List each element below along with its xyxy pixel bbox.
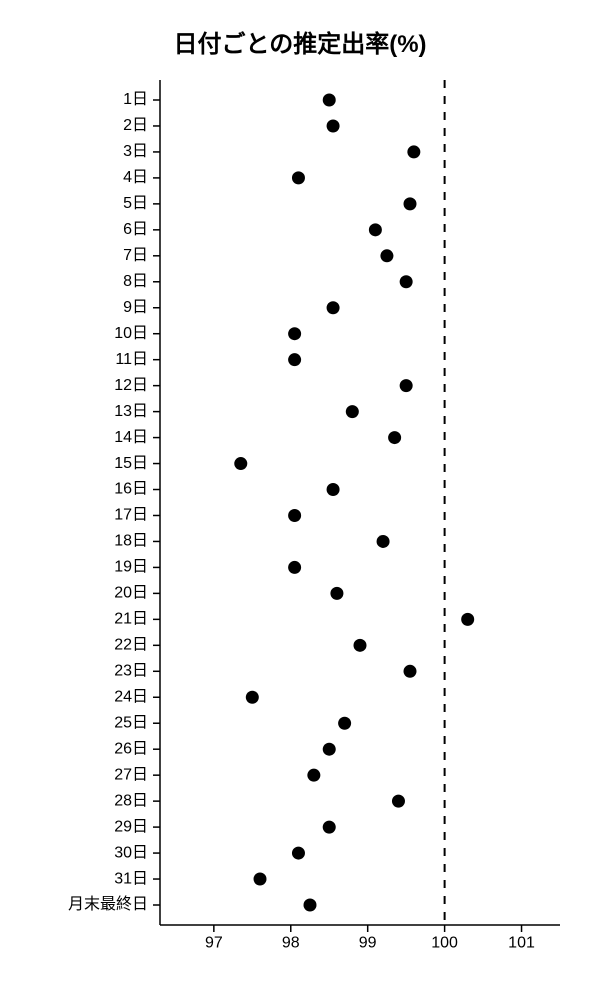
- data-point: [288, 561, 301, 574]
- dot-plot: 1日 2日 3日 4日 5日 6日 7日 8日 9日 10日 11日 12日 13日 14日 15日 16日 1…: [0, 0, 600, 1000]
- data-point: [307, 769, 320, 782]
- data-point: [234, 457, 247, 470]
- data-point: [404, 197, 417, 210]
- data-point: [377, 535, 390, 548]
- data-point: [404, 665, 417, 678]
- y-tick-label: 28日: [114, 792, 148, 809]
- y-tick-label: 6日: [123, 221, 148, 238]
- data-point: [461, 613, 474, 626]
- y-tick-label: 26日: [114, 740, 148, 757]
- y-tick-label: 21日: [114, 611, 148, 628]
- data-point: [380, 249, 393, 262]
- data-point: [327, 483, 340, 496]
- data-point: [304, 899, 317, 912]
- y-tick-label: 31日: [114, 870, 148, 887]
- data-point: [407, 145, 420, 158]
- data-point: [292, 847, 305, 860]
- data-point: [288, 327, 301, 340]
- x-tick-label: 97: [205, 934, 223, 951]
- data-point: [323, 821, 336, 834]
- y-tick-label: 27日: [114, 766, 148, 783]
- y-tick-label: 13日: [114, 403, 148, 420]
- y-tick-label: 23日: [114, 663, 148, 680]
- y-tick-label: 15日: [114, 455, 148, 472]
- data-point: [327, 119, 340, 132]
- y-tick-label: 10日: [114, 325, 148, 342]
- y-tick-label: 29日: [114, 818, 148, 835]
- y-tick-label: 17日: [114, 507, 148, 524]
- y-tick-label: 30日: [114, 844, 148, 861]
- data-point: [323, 94, 336, 107]
- data-point: [338, 717, 351, 730]
- chart-canvas: 日付ごとの推定出率(%) 1日 2日 3日 4日 5日 6日 7日 8日 9日 10日 11日 12日…: [0, 0, 600, 1000]
- y-tick-label: 4日: [123, 169, 148, 186]
- x-tick-label: 99: [359, 934, 377, 951]
- y-tick-label: 24日: [114, 688, 148, 705]
- y-tick-label: 19日: [114, 559, 148, 576]
- y-tick-label: 11日: [115, 351, 148, 368]
- data-point: [388, 431, 401, 444]
- data-point: [327, 301, 340, 314]
- y-tick-label: 16日: [114, 481, 148, 498]
- y-tick-label: 18日: [114, 533, 148, 550]
- y-tick-label: 9日: [123, 299, 148, 316]
- y-tick-label: 12日: [114, 377, 148, 394]
- chart-title: 日付ごとの推定出率(%): [0, 24, 600, 59]
- data-point: [400, 275, 413, 288]
- x-tick-label: 101: [508, 934, 535, 951]
- y-tick-label: 14日: [114, 429, 148, 446]
- y-tick-label: 1日: [123, 91, 148, 108]
- data-point: [254, 873, 267, 886]
- y-tick-label: 7日: [123, 247, 148, 264]
- y-tick-label: 2日: [123, 117, 148, 134]
- y-tick-label: 20日: [114, 585, 148, 602]
- data-point: [346, 405, 359, 418]
- data-point: [330, 587, 343, 600]
- data-point: [392, 795, 405, 808]
- y-tick-label: 5日: [123, 195, 148, 212]
- data-point: [354, 639, 367, 652]
- data-point: [292, 171, 305, 184]
- data-point: [323, 743, 336, 756]
- x-tick-label: 100: [431, 934, 458, 951]
- y-tick-label: 3日: [123, 143, 148, 160]
- y-tick-label: 月末最終日: [68, 895, 148, 913]
- y-tick-label: 22日: [114, 637, 148, 654]
- data-point: [369, 223, 382, 236]
- x-tick-label: 98: [282, 934, 300, 951]
- data-point: [400, 379, 413, 392]
- y-tick-label: 25日: [114, 714, 148, 731]
- data-point: [246, 691, 259, 704]
- data-point: [288, 353, 301, 366]
- y-tick-label: 8日: [123, 273, 148, 290]
- data-point: [288, 509, 301, 522]
